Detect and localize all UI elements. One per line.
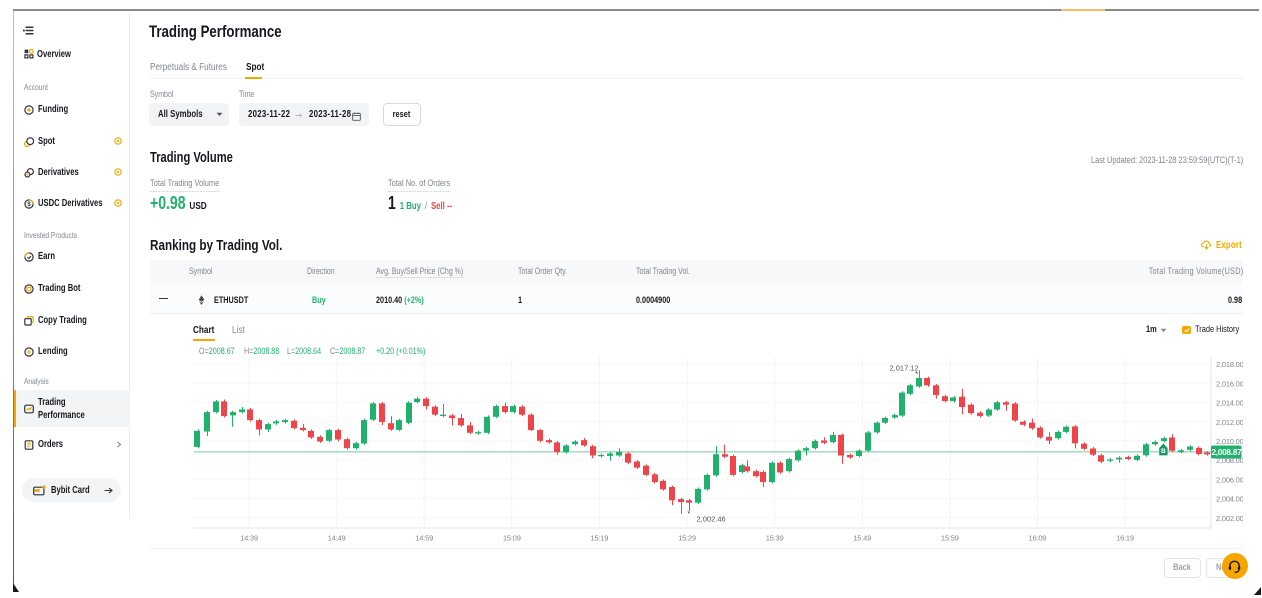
svg-text:2,006.00: 2,006.00	[1216, 475, 1243, 484]
svg-text:15:29: 15:29	[678, 534, 696, 543]
svg-text:15:09: 15:09	[503, 534, 521, 543]
svg-text:2,008.87: 2,008.87	[1211, 447, 1242, 457]
svg-text:14:59: 14:59	[415, 534, 433, 543]
svg-text:2,002.00: 2,002.00	[1216, 514, 1243, 523]
svg-text:15:59: 15:59	[941, 534, 959, 543]
svg-text:2,004.00: 2,004.00	[1216, 495, 1243, 504]
svg-text:14:49: 14:49	[328, 534, 346, 543]
svg-text:15:19: 15:19	[591, 534, 609, 543]
svg-text:2,017.12: 2,017.12	[890, 363, 919, 372]
svg-text:2,014.00: 2,014.00	[1216, 399, 1243, 408]
svg-text:15:39: 15:39	[766, 534, 784, 543]
svg-text:2,016.00: 2,016.00	[1216, 379, 1243, 388]
svg-text:16:19: 16:19	[1116, 534, 1134, 543]
svg-text:14:39: 14:39	[240, 534, 258, 543]
svg-text:2,018.00: 2,018.00	[1216, 360, 1243, 369]
svg-text:16:09: 16:09	[1029, 534, 1047, 543]
svg-text:B: B	[1161, 448, 1166, 455]
svg-text:2,012.00: 2,012.00	[1216, 418, 1243, 427]
svg-text:2,010.00: 2,010.00	[1216, 437, 1243, 446]
svg-text:15:49: 15:49	[853, 534, 871, 543]
svg-text:2,002.46: 2,002.46	[697, 514, 726, 523]
svg-text:$: $	[27, 202, 31, 208]
svg-text:2,008.00: 2,008.00	[1216, 456, 1243, 465]
